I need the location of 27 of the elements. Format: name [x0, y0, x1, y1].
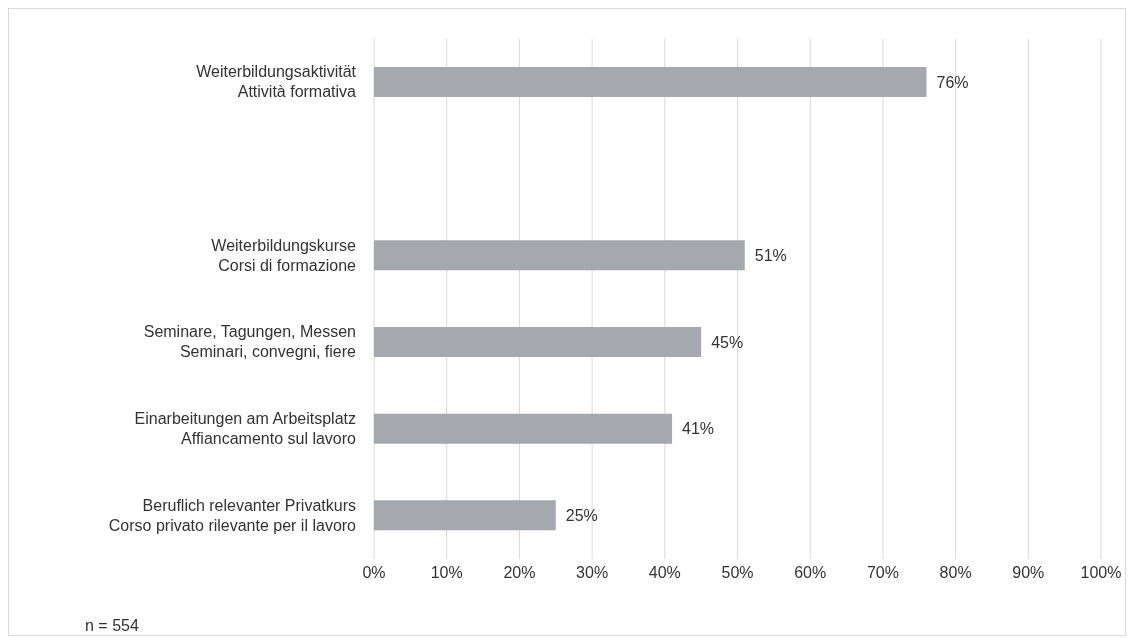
y-tick-label: Weiterbildungskurse Corsi di formazione [211, 236, 357, 274]
x-tick-label: 50% [721, 564, 754, 582]
y-tick-label: Weiterbildungsaktivität Attività formativa [196, 63, 357, 101]
data-label: 76% [936, 73, 969, 91]
x-tick-label: 20% [503, 564, 536, 582]
x-tick-label: 80% [939, 564, 972, 582]
text: n = 554 [85, 617, 139, 635]
x-tick-label: 60% [794, 564, 827, 582]
data-label: 45% [711, 333, 744, 351]
data-label: 51% [754, 247, 787, 265]
bar [374, 67, 927, 97]
x-tick-label: 30% [576, 564, 609, 582]
bar [374, 327, 702, 357]
x-tick-label: 90% [1012, 564, 1045, 582]
bar [374, 500, 556, 531]
x-tick-label: 10% [430, 564, 463, 582]
x-tick-label: 100% [1080, 564, 1122, 582]
data-label: 25% [565, 507, 598, 525]
x-tick-label: 0% [362, 564, 386, 582]
x-tick-label: 70% [866, 564, 899, 582]
x-tick-label: 40% [648, 564, 681, 582]
data-label: 41% [682, 420, 715, 438]
y-tick-label: Beruflich relevanter Privatkurs Corso privato rilevante per il lavoro [108, 496, 357, 534]
bar [374, 240, 745, 271]
y-tick-label: Seminare, Tagungen, Messen Seminari, convegni, fiere [143, 323, 357, 361]
bar [374, 413, 673, 444]
y-tick-label: Einarbeitungen am Arbeitsplatz Affiancamento sul lavoro [134, 410, 357, 447]
